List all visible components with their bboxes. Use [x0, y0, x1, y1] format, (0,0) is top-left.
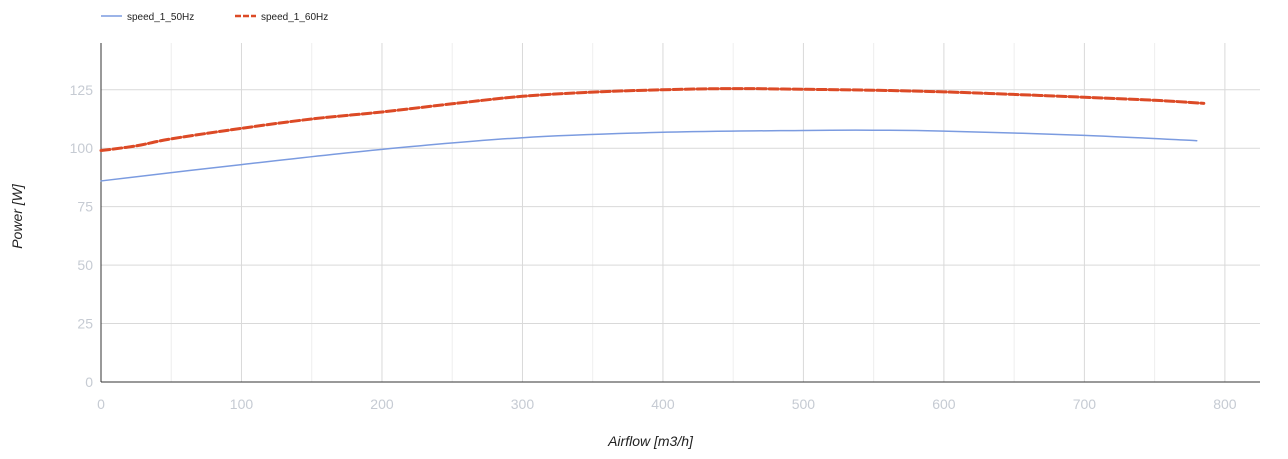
y-tick-label: 75	[77, 199, 93, 215]
x-tick-label: 100	[230, 396, 254, 412]
x-axis-title: Airflow [m3/h]	[607, 433, 694, 449]
series-line-speed_1_50Hz	[100, 129, 1198, 182]
legend-item: speed_1_60Hz	[235, 12, 328, 23]
x-tick-label: 400	[651, 396, 675, 412]
x-tick-label: 300	[511, 396, 535, 412]
minor-gridlines	[170, 43, 1156, 382]
series-layer	[99, 87, 1206, 182]
major-gridlines	[101, 43, 1260, 382]
legend-label: speed_1_60Hz	[261, 12, 328, 23]
legend-label: speed_1_50Hz	[127, 12, 194, 23]
y-tick-label: 25	[77, 316, 93, 332]
y-axis-title: Power [W]	[9, 183, 25, 249]
y-tick-label: 100	[70, 140, 94, 156]
x-tick-label: 500	[792, 396, 816, 412]
x-tick-label: 700	[1073, 396, 1097, 412]
chart-legend: speed_1_50Hz speed_1_60Hz	[101, 12, 328, 23]
series-line-speed_1_60Hz	[99, 87, 1206, 153]
x-axis: 0 100 200 300 400 500 600 700 800	[97, 381, 1260, 412]
y-tick-label: 50	[77, 257, 93, 273]
y-axis: 0 25 50 75 100 125	[70, 43, 102, 390]
legend-item: speed_1_50Hz	[101, 12, 194, 23]
y-tick-label: 0	[85, 374, 93, 390]
x-tick-label: 800	[1213, 396, 1237, 412]
x-tick-label: 0	[97, 396, 105, 412]
y-tick-label: 125	[70, 82, 94, 98]
x-tick-label: 200	[370, 396, 394, 412]
x-tick-label: 600	[932, 396, 956, 412]
